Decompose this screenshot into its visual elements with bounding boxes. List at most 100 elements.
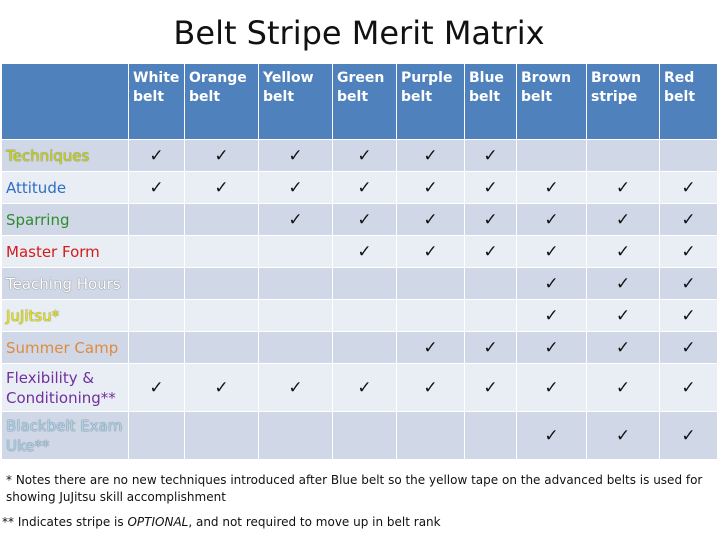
empty-cell bbox=[128, 299, 185, 332]
row-label-line1: Master Form bbox=[6, 242, 100, 261]
matrix-body: Techniques ✓ ✓ ✓ ✓ ✓ ✓ Attitude ✓ ✓ ✓ ✓ ✓ ✓ ✓ ✓ ✓ Sparrin… bbox=[1, 139, 718, 460]
table-row: JuJitsu* ✓ ✓ ✓ bbox=[1, 299, 718, 332]
check-cell: ✓ bbox=[332, 171, 397, 204]
row-label-line2: Conditioning** bbox=[6, 388, 116, 407]
empty-cell bbox=[184, 203, 259, 236]
column-header-line2: belt bbox=[263, 89, 295, 105]
row-label-line1: Attitude bbox=[6, 178, 67, 197]
column-header-line1: Orange bbox=[189, 70, 247, 86]
column-header-line2: belt bbox=[664, 89, 696, 105]
check-cell: ✓ bbox=[332, 363, 397, 412]
check-cell: ✓ bbox=[659, 363, 718, 412]
check-cell: ✓ bbox=[659, 331, 718, 364]
check-cell: ✓ bbox=[659, 235, 718, 268]
checkmark-icon: ✓ bbox=[544, 377, 559, 398]
check-cell: ✓ bbox=[586, 267, 660, 300]
empty-cell bbox=[332, 299, 397, 332]
checkmark-icon: ✓ bbox=[357, 377, 372, 398]
column-header-line1: White bbox=[133, 70, 180, 86]
empty-cell bbox=[464, 299, 517, 332]
checkmark-icon: ✓ bbox=[615, 337, 631, 358]
row-label: Attitude bbox=[1, 171, 129, 204]
footnote-techniques: * Notes there are no new techniques intr… bbox=[6, 473, 703, 504]
check-cell: ✓ bbox=[332, 235, 397, 268]
checkmark-icon: ✓ bbox=[288, 377, 303, 398]
row-label: Techniques bbox=[1, 139, 129, 172]
empty-cell bbox=[516, 139, 587, 172]
check-cell: ✓ bbox=[128, 171, 185, 204]
checkmark-icon: ✓ bbox=[544, 273, 559, 294]
checkmark-icon: ✓ bbox=[544, 337, 559, 358]
empty-cell bbox=[396, 411, 465, 460]
checkmark-icon: ✓ bbox=[214, 177, 229, 198]
column-header-line2: belt bbox=[401, 89, 433, 105]
check-cell: ✓ bbox=[464, 331, 517, 364]
empty-cell bbox=[128, 203, 185, 236]
checkmark-icon: ✓ bbox=[544, 241, 559, 262]
column-header-line2: belt bbox=[133, 89, 165, 105]
column-header-8: Red belt bbox=[659, 63, 718, 140]
checkmark-icon: ✓ bbox=[615, 209, 631, 230]
column-header-line1: Red bbox=[664, 70, 695, 86]
check-cell: ✓ bbox=[659, 171, 718, 204]
check-cell: ✓ bbox=[258, 203, 333, 236]
row-label: Sparring bbox=[1, 203, 129, 236]
empty-cell bbox=[332, 411, 397, 460]
column-header-2: Yellow belt bbox=[258, 63, 333, 140]
check-cell: ✓ bbox=[516, 235, 587, 268]
checkmark-icon: ✓ bbox=[483, 337, 498, 358]
empty-cell bbox=[128, 267, 185, 300]
checkmark-icon: ✓ bbox=[288, 145, 303, 166]
checkmark-icon: ✓ bbox=[615, 305, 631, 326]
footnote-optional-suffix: , and not required to move up in belt ra… bbox=[188, 515, 441, 529]
check-cell: ✓ bbox=[586, 203, 660, 236]
column-header-line2: belt bbox=[469, 89, 501, 105]
checkmark-icon: ✓ bbox=[483, 209, 498, 230]
checkmark-icon: ✓ bbox=[288, 209, 303, 230]
column-header-line1: Blue bbox=[469, 70, 504, 86]
checkmark-icon: ✓ bbox=[681, 177, 696, 198]
checkmark-icon: ✓ bbox=[483, 145, 498, 166]
empty-cell bbox=[184, 299, 259, 332]
check-cell: ✓ bbox=[396, 171, 465, 204]
check-cell: ✓ bbox=[516, 171, 587, 204]
column-header-3: Green belt bbox=[332, 63, 397, 140]
checkmark-icon: ✓ bbox=[423, 377, 438, 398]
empty-cell bbox=[184, 235, 259, 268]
checkmark-icon: ✓ bbox=[357, 241, 372, 262]
check-cell: ✓ bbox=[586, 171, 660, 204]
check-cell: ✓ bbox=[332, 139, 397, 172]
empty-cell bbox=[184, 331, 259, 364]
checkmark-icon: ✓ bbox=[357, 209, 372, 230]
empty-cell bbox=[332, 331, 397, 364]
table-row: Attitude ✓ ✓ ✓ ✓ ✓ ✓ ✓ ✓ ✓ bbox=[1, 171, 718, 204]
empty-cell bbox=[184, 411, 259, 460]
check-cell: ✓ bbox=[516, 331, 587, 364]
checkmark-icon: ✓ bbox=[681, 273, 696, 294]
checkmark-icon: ✓ bbox=[483, 377, 498, 398]
empty-cell bbox=[258, 411, 333, 460]
empty-cell bbox=[128, 411, 185, 460]
empty-cell bbox=[258, 331, 333, 364]
checkmark-icon: ✓ bbox=[357, 177, 372, 198]
checkmark-icon: ✓ bbox=[423, 337, 438, 358]
checkmark-icon: ✓ bbox=[483, 177, 498, 198]
row-label-line1: JuJitsu* bbox=[6, 306, 60, 325]
column-header-line1: Brown bbox=[521, 70, 572, 86]
checkmark-icon: ✓ bbox=[615, 273, 631, 294]
check-cell: ✓ bbox=[396, 139, 465, 172]
checkmark-icon: ✓ bbox=[357, 145, 372, 166]
empty-cell bbox=[464, 267, 517, 300]
header-corner-cell bbox=[1, 63, 129, 140]
checkmark-icon: ✓ bbox=[423, 241, 438, 262]
merit-matrix-table: White belt Orange belt Yellow belt Green belt Pu… bbox=[1, 63, 718, 460]
check-cell: ✓ bbox=[128, 363, 185, 412]
checkmark-icon: ✓ bbox=[544, 305, 559, 326]
check-cell: ✓ bbox=[184, 363, 259, 412]
column-header-line2: belt bbox=[337, 89, 369, 105]
row-label-line1: Sparring bbox=[6, 210, 70, 229]
check-cell: ✓ bbox=[586, 363, 660, 412]
check-cell: ✓ bbox=[586, 235, 660, 268]
check-cell: ✓ bbox=[659, 267, 718, 300]
empty-cell bbox=[586, 139, 660, 172]
